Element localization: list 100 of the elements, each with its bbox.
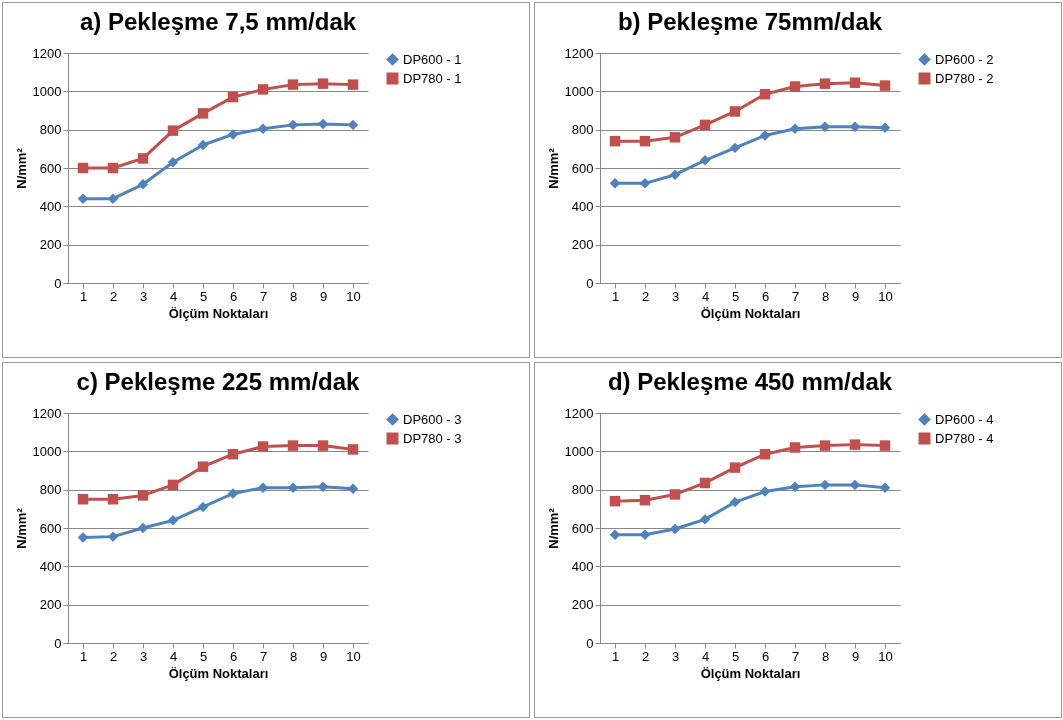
x-tick-label: 2 xyxy=(109,648,118,664)
point xyxy=(849,121,861,133)
point xyxy=(107,193,119,204)
legend-label: DP780 - 4 xyxy=(935,430,994,446)
point xyxy=(879,482,891,493)
chart-title: c) Pekleşme 225 mm/dak xyxy=(76,368,361,395)
legend-label: DP600 - 3 xyxy=(403,411,462,427)
point xyxy=(107,494,119,505)
point xyxy=(669,169,681,180)
y-tick-label: 0 xyxy=(586,275,594,291)
y-tick-label: 200 xyxy=(39,237,62,253)
y-axis-title: N/mm² xyxy=(13,507,29,549)
y-tick-label: 200 xyxy=(39,597,62,613)
y-axis-title: N/mm² xyxy=(545,507,561,549)
y-tick-label: 600 xyxy=(39,520,62,536)
point xyxy=(197,461,209,472)
x-tick-label: 4 xyxy=(701,288,710,304)
y-tick-label: 800 xyxy=(39,122,62,138)
point xyxy=(669,489,681,500)
x-tick-label: 2 xyxy=(641,648,650,664)
y-tick-label: 600 xyxy=(571,520,594,536)
x-axis-title: Ölçüm Noktaları xyxy=(700,305,801,321)
y-tick-label: 400 xyxy=(39,558,62,574)
point xyxy=(609,135,621,147)
point xyxy=(197,108,209,119)
point xyxy=(639,178,651,189)
y-axis-title: N/mm² xyxy=(545,147,561,189)
point xyxy=(137,179,149,190)
x-tick-label: 8 xyxy=(821,288,830,304)
point xyxy=(879,80,891,91)
point xyxy=(819,121,831,133)
point xyxy=(317,440,329,451)
point xyxy=(759,486,771,497)
x-tick-label: 8 xyxy=(289,648,298,664)
y-tick-label: 800 xyxy=(571,122,594,138)
x-tick-label: 7 xyxy=(791,288,800,304)
legend-label: DP780 - 2 xyxy=(935,70,994,86)
point xyxy=(107,531,119,542)
chart-title: a) Pekleşme 7,5 mm/dak xyxy=(79,8,357,35)
point xyxy=(699,477,711,489)
point xyxy=(639,529,651,540)
y-tick-label: 400 xyxy=(571,558,594,574)
x-tick-label: 7 xyxy=(791,648,800,664)
point xyxy=(317,78,329,89)
point xyxy=(257,84,269,95)
x-tick-label: 2 xyxy=(109,288,118,304)
x-tick-label: 6 xyxy=(761,648,770,664)
legend-label: DP780 - 3 xyxy=(403,430,462,446)
point xyxy=(819,440,831,451)
point xyxy=(879,440,891,451)
point xyxy=(849,77,861,88)
x-axis-title: Ölçüm Noktaları xyxy=(700,665,801,681)
x-tick-label: 3 xyxy=(671,648,680,664)
point xyxy=(699,155,711,166)
point xyxy=(167,479,179,491)
point xyxy=(167,157,179,168)
x-axis-title: Ölçüm Noktaları xyxy=(168,305,269,321)
legend-label: DP600 - 2 xyxy=(935,51,994,67)
x-tick-label: 10 xyxy=(878,648,893,664)
point xyxy=(699,119,711,131)
point xyxy=(107,162,119,174)
point xyxy=(77,532,89,543)
point xyxy=(819,78,831,89)
chart-title: d) Pekleşme 450 mm/dak xyxy=(607,368,893,395)
y-tick-label: 0 xyxy=(54,635,62,651)
y-tick-label: 200 xyxy=(571,237,594,253)
x-tick-label: 1 xyxy=(79,648,88,664)
point xyxy=(609,495,621,507)
point xyxy=(609,529,621,540)
x-tick-label: 3 xyxy=(139,288,148,304)
point xyxy=(197,501,209,513)
point xyxy=(257,482,269,493)
point xyxy=(789,442,801,453)
x-tick-label: 9 xyxy=(319,648,328,664)
x-tick-label: 8 xyxy=(821,648,830,664)
x-tick-label: 5 xyxy=(731,288,740,304)
y-tick-label: 200 xyxy=(571,597,594,613)
x-tick-label: 10 xyxy=(878,288,893,304)
y-tick-label: 1000 xyxy=(32,83,62,99)
point xyxy=(197,139,209,151)
x-axis-title: Ölçüm Noktaları xyxy=(168,665,269,681)
y-tick-label: 0 xyxy=(586,635,594,651)
x-tick-label: 9 xyxy=(851,288,860,304)
x-tick-label: 6 xyxy=(761,288,770,304)
x-tick-label: 9 xyxy=(319,288,328,304)
point xyxy=(759,130,771,141)
x-tick-label: 10 xyxy=(346,288,361,304)
point xyxy=(729,106,741,117)
point xyxy=(639,494,651,506)
x-tick-label: 10 xyxy=(346,648,361,664)
point xyxy=(287,79,299,90)
y-tick-label: 1200 xyxy=(564,405,594,421)
y-tick-label: 800 xyxy=(571,482,594,498)
point xyxy=(137,522,149,534)
x-tick-label: 5 xyxy=(199,288,208,304)
legend-label: DP600 - 1 xyxy=(403,51,462,67)
x-tick-label: 7 xyxy=(259,648,268,664)
point xyxy=(257,123,269,134)
y-axis-title: N/mm² xyxy=(13,147,29,189)
x-tick-label: 4 xyxy=(169,288,178,304)
